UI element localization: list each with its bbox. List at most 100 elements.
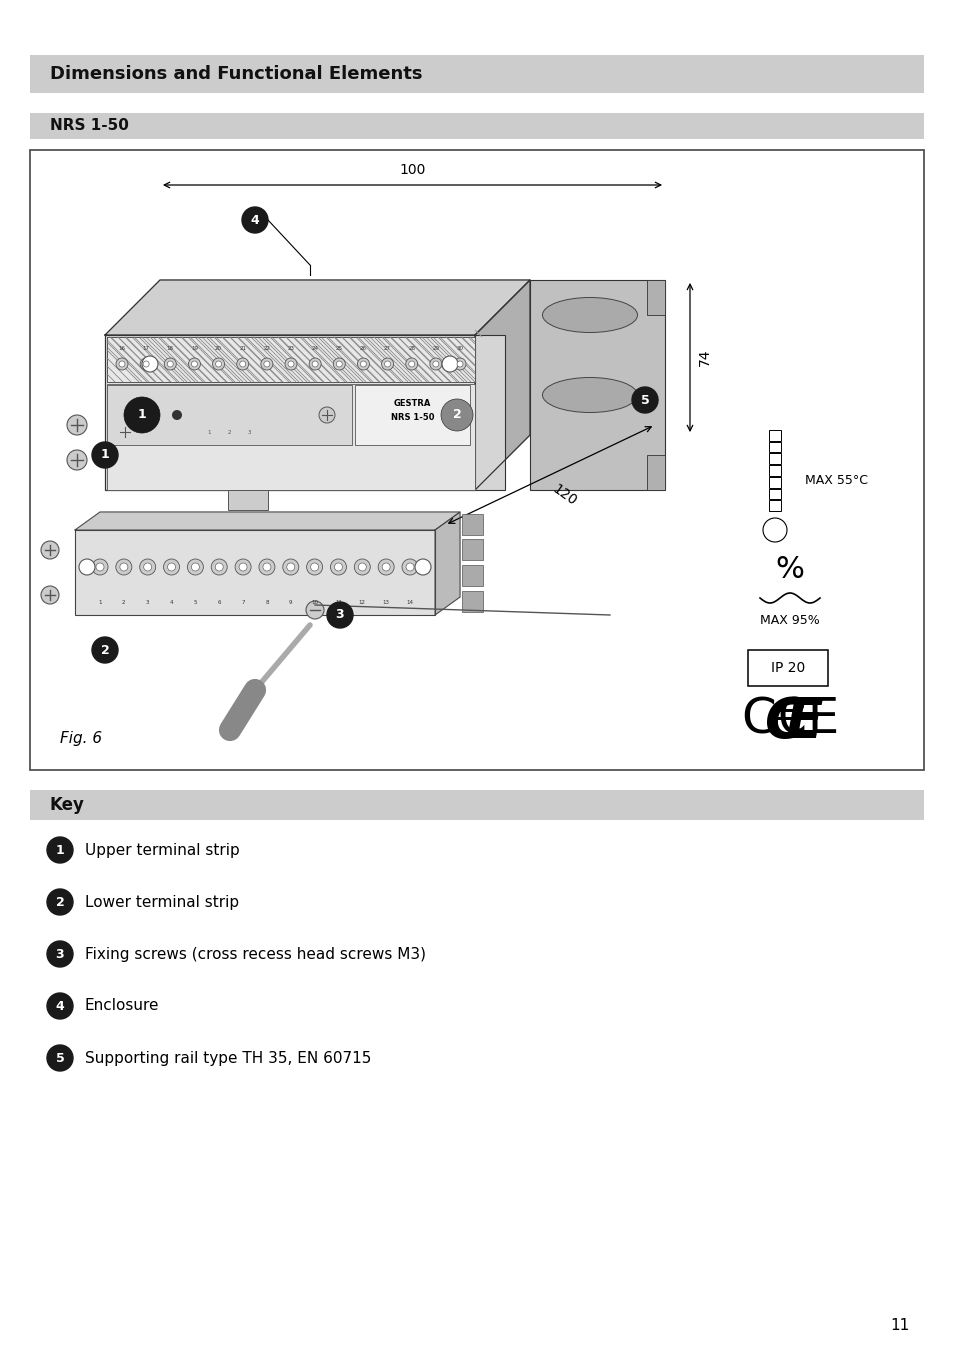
Circle shape <box>239 563 247 571</box>
Text: 26: 26 <box>359 347 367 352</box>
Text: 18: 18 <box>167 347 173 352</box>
Circle shape <box>333 357 345 370</box>
Ellipse shape <box>542 378 637 413</box>
Circle shape <box>358 563 366 571</box>
Circle shape <box>335 563 342 571</box>
Circle shape <box>41 586 59 604</box>
Text: 1: 1 <box>137 409 146 421</box>
Text: 19: 19 <box>191 347 197 352</box>
Bar <box>105 334 475 490</box>
Text: Fig. 6: Fig. 6 <box>60 731 102 746</box>
Circle shape <box>192 563 199 571</box>
Circle shape <box>288 362 294 367</box>
Circle shape <box>187 559 203 575</box>
Bar <box>646 280 664 315</box>
Circle shape <box>79 559 95 575</box>
Bar <box>30 112 923 139</box>
Circle shape <box>309 357 321 370</box>
Text: C: C <box>763 695 804 749</box>
Text: 3: 3 <box>55 948 64 960</box>
Circle shape <box>258 559 274 575</box>
Text: 24: 24 <box>312 347 318 352</box>
Circle shape <box>327 603 353 628</box>
Text: Supporting rail type TH 35, EN 60715: Supporting rail type TH 35, EN 60715 <box>85 1051 371 1066</box>
Circle shape <box>115 559 132 575</box>
Text: Upper terminal strip: Upper terminal strip <box>85 842 239 857</box>
Circle shape <box>236 357 249 370</box>
Text: NRS 1-50: NRS 1-50 <box>391 413 434 421</box>
Text: 100: 100 <box>399 162 425 177</box>
Text: %: % <box>775 555 803 585</box>
Text: C€E: C€E <box>740 696 839 743</box>
Circle shape <box>215 563 223 571</box>
Text: 3: 3 <box>247 431 251 436</box>
Circle shape <box>164 357 176 370</box>
Text: 7: 7 <box>241 601 245 605</box>
Circle shape <box>211 559 227 575</box>
Circle shape <box>357 357 369 370</box>
Circle shape <box>91 441 118 468</box>
Circle shape <box>454 357 465 370</box>
Bar <box>107 385 475 490</box>
Circle shape <box>440 399 473 431</box>
Polygon shape <box>435 512 459 615</box>
Text: Fixing screws (cross recess head screws M3): Fixing screws (cross recess head screws … <box>85 946 426 961</box>
Text: 25: 25 <box>335 347 342 352</box>
Text: 9: 9 <box>289 601 293 605</box>
Bar <box>461 539 482 561</box>
Circle shape <box>91 559 108 575</box>
Circle shape <box>381 357 394 370</box>
Circle shape <box>264 362 270 367</box>
Text: 6: 6 <box>217 601 221 605</box>
Text: 2: 2 <box>122 601 126 605</box>
Text: 21: 21 <box>239 347 246 352</box>
Bar <box>355 385 470 445</box>
Text: Dimensions and Functional Elements: Dimensions and Functional Elements <box>50 65 422 83</box>
Circle shape <box>215 362 221 367</box>
Circle shape <box>360 362 366 367</box>
Circle shape <box>163 559 179 575</box>
Circle shape <box>312 362 317 367</box>
Circle shape <box>401 559 417 575</box>
Circle shape <box>192 362 197 367</box>
Circle shape <box>91 636 118 663</box>
Text: 5: 5 <box>55 1052 64 1064</box>
Bar <box>768 431 781 440</box>
Circle shape <box>384 362 390 367</box>
Circle shape <box>47 1045 73 1071</box>
Text: 1: 1 <box>55 844 64 857</box>
Circle shape <box>285 357 296 370</box>
Circle shape <box>287 563 294 571</box>
Circle shape <box>213 357 224 370</box>
Polygon shape <box>75 512 459 529</box>
Text: 1: 1 <box>207 431 211 436</box>
Polygon shape <box>105 280 530 334</box>
Bar <box>768 454 781 464</box>
Text: 120: 120 <box>550 482 579 508</box>
Circle shape <box>405 357 417 370</box>
Text: 22: 22 <box>263 347 270 352</box>
Text: 17: 17 <box>143 347 150 352</box>
Circle shape <box>306 559 322 575</box>
Circle shape <box>189 357 200 370</box>
Bar <box>30 789 923 821</box>
Bar <box>30 150 923 770</box>
Bar <box>646 455 664 490</box>
Text: 23: 23 <box>287 347 294 352</box>
Circle shape <box>172 410 182 420</box>
Text: 5: 5 <box>193 601 197 605</box>
Circle shape <box>47 941 73 967</box>
Text: 12: 12 <box>358 601 365 605</box>
Circle shape <box>263 563 271 571</box>
Text: 11: 11 <box>890 1317 909 1332</box>
Circle shape <box>140 357 152 370</box>
Text: 8: 8 <box>265 601 269 605</box>
Circle shape <box>47 837 73 862</box>
Bar <box>228 490 268 510</box>
Circle shape <box>167 362 173 367</box>
Ellipse shape <box>542 298 637 333</box>
Circle shape <box>433 362 438 367</box>
Text: 30: 30 <box>456 347 463 352</box>
Text: 2: 2 <box>55 895 64 909</box>
Bar <box>461 590 482 612</box>
